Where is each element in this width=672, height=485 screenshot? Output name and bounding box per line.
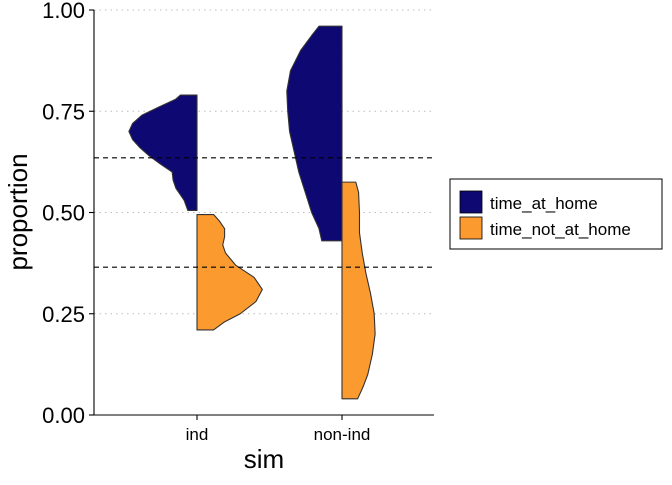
- y-tick-label: 1.00: [42, 0, 85, 23]
- x-ticks: ind non-ind: [186, 415, 371, 444]
- legend-key-time-not-at-home: [459, 216, 483, 240]
- reference-lines: [94, 157, 434, 268]
- y-tick-label: 0.00: [42, 403, 85, 428]
- y-ticks: 0.00 0.25 0.50 0.75 1.00: [42, 0, 94, 428]
- legend-label-time-not-at-home: time_not_at_home: [490, 220, 631, 239]
- x-axis-label: sim: [244, 444, 284, 474]
- y-tick-label: 0.50: [42, 201, 85, 226]
- x-tick-label: non-ind: [314, 425, 371, 444]
- legend-key-time-at-home: [459, 190, 483, 214]
- legend: time_at_home time_not_at_home: [449, 178, 663, 250]
- violin-time-not-at-home-non-ind: [341, 181, 376, 400]
- x-tick-label: ind: [186, 425, 209, 444]
- y-axis-label: proportion: [3, 153, 33, 270]
- violin-time-at-home-non-ind: [286, 25, 343, 242]
- legend-label-time-at-home: time_at_home: [490, 194, 598, 213]
- violin-time-not-at-home-ind: [196, 213, 263, 331]
- gridlines: [94, 9, 434, 416]
- y-tick-label: 0.75: [42, 99, 85, 124]
- violins-layer: [128, 25, 376, 400]
- axes: 0.00 0.25 0.50 0.75 1.00 ind non-ind: [42, 0, 434, 444]
- violin-time-at-home-ind: [128, 94, 198, 212]
- y-tick-label: 0.25: [42, 302, 85, 327]
- legend-box: [449, 178, 663, 250]
